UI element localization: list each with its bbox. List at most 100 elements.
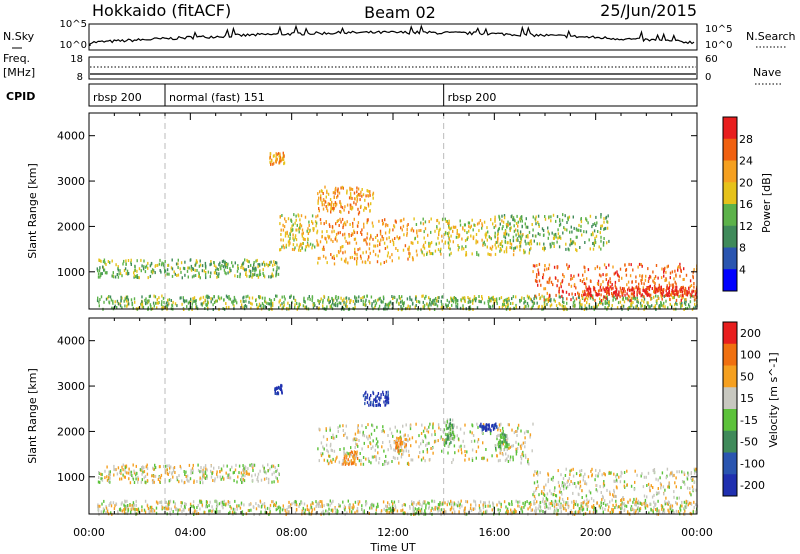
echo-cell <box>555 494 558 498</box>
echo-cell <box>293 238 295 242</box>
echo-cell <box>432 451 434 455</box>
echo-cell <box>520 429 522 433</box>
echo-cell <box>672 286 674 290</box>
echo-cell <box>351 506 353 510</box>
echo-cell <box>482 243 484 247</box>
echo-cell <box>682 295 684 299</box>
colorbar-tick-label: 28 <box>739 133 753 146</box>
echo-cell <box>607 508 609 512</box>
echo-cell <box>346 451 348 455</box>
echo-cell <box>387 305 390 309</box>
echo-cell <box>459 223 462 227</box>
echo-cell <box>133 503 135 507</box>
echo-cell <box>316 231 318 235</box>
echo-cell <box>391 238 394 242</box>
echo-cell <box>277 506 280 510</box>
echo-cell <box>398 301 400 305</box>
echo-cell <box>221 260 224 264</box>
echo-cell <box>597 289 600 293</box>
echo-cell <box>605 301 608 305</box>
echo-cell <box>482 431 484 435</box>
echo-cell <box>269 152 272 156</box>
echo-cell <box>659 290 662 294</box>
echo-cell <box>411 500 413 504</box>
echo-cell <box>236 507 238 511</box>
echo-cell <box>471 252 473 256</box>
echo-cell <box>428 441 430 445</box>
echo-cell <box>175 262 178 266</box>
echo-cell <box>677 510 680 514</box>
echo-cell <box>356 190 358 194</box>
echo-cell <box>513 247 515 251</box>
echo-cell <box>268 275 270 279</box>
echo-cell <box>348 297 350 301</box>
echo-cell <box>446 304 448 308</box>
echo-cell <box>298 230 300 234</box>
echo-cell <box>271 159 273 163</box>
echo-cell <box>427 233 429 237</box>
echo-cell <box>319 256 321 260</box>
echo-cell <box>672 285 675 289</box>
echo-cell <box>479 508 481 512</box>
echo-cell <box>177 508 179 512</box>
echo-cell <box>407 461 410 465</box>
echo-cell <box>657 295 659 299</box>
echo-cell <box>634 511 637 515</box>
echo-cell <box>396 235 398 239</box>
echo-cell <box>570 509 572 513</box>
echo-cell <box>324 185 326 189</box>
echo-cell <box>388 503 391 507</box>
echo-cell <box>225 262 227 266</box>
echo-cell <box>370 461 372 465</box>
echo-cell <box>368 255 370 259</box>
echo-cell <box>323 447 325 451</box>
echo-cell <box>685 299 687 303</box>
echo-cell <box>272 274 274 278</box>
echo-cell <box>172 510 174 513</box>
echo-cell <box>463 296 466 300</box>
echo-cell <box>591 225 593 229</box>
echo-cell <box>205 500 208 504</box>
echo-cell <box>172 467 175 471</box>
echo-cell <box>362 462 365 466</box>
echo-cell <box>126 304 128 308</box>
echo-cell <box>579 473 581 477</box>
echo-cell <box>516 447 519 450</box>
echo-cell <box>201 302 203 306</box>
echo-cell <box>684 509 686 513</box>
echo-cell <box>593 305 595 309</box>
echo-cell <box>160 270 162 274</box>
echo-cell <box>296 223 298 227</box>
echo-cell <box>365 503 367 507</box>
echo-cell <box>193 506 195 510</box>
echo-cell <box>595 234 598 238</box>
echo-cell <box>648 486 651 490</box>
echo-cell <box>429 301 431 305</box>
echo-cell <box>501 305 504 309</box>
echo-cell <box>548 215 550 219</box>
echo-cell <box>346 436 348 440</box>
echo-cell <box>597 472 600 476</box>
echo-cell <box>688 303 690 307</box>
echo-cell <box>456 229 458 232</box>
echo-cell <box>584 241 586 244</box>
echo-cell <box>370 233 372 237</box>
echo-cell <box>368 459 370 463</box>
echo-cell <box>346 191 348 195</box>
echo-cell <box>565 486 568 490</box>
echo-cell <box>512 239 515 243</box>
echo-cell <box>516 245 518 249</box>
echo-cell <box>414 507 416 511</box>
echo-cell <box>406 224 408 228</box>
echo-cell <box>461 451 463 455</box>
echo-cell <box>585 217 587 221</box>
echo-cell <box>170 465 172 469</box>
echo-cell <box>123 503 125 507</box>
echo-cell <box>561 492 563 496</box>
echo-cell <box>661 303 663 307</box>
echo-cell <box>444 510 446 514</box>
echo-cell <box>142 465 144 469</box>
echo-cell <box>392 502 394 506</box>
echo-cell <box>151 505 153 509</box>
echo-cell <box>204 261 207 265</box>
